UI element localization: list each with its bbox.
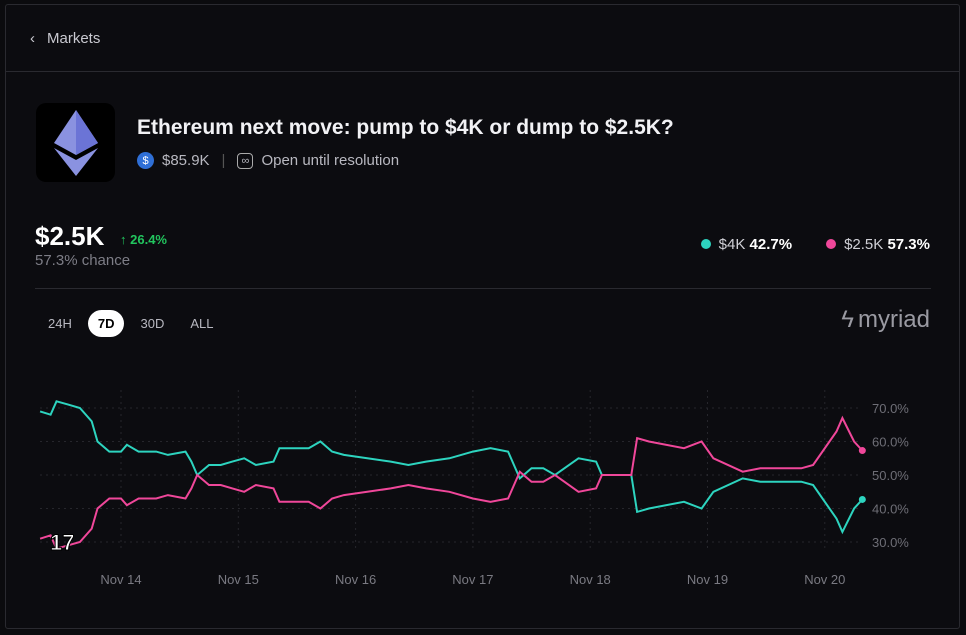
ethereum-logo xyxy=(36,103,115,182)
x-tick-label: Nov 17 xyxy=(452,572,493,587)
chevron-left-icon[interactable]: ‹ xyxy=(30,29,35,47)
x-tick-label: Nov 16 xyxy=(335,572,376,587)
infinity-icon: ∞ xyxy=(237,152,254,169)
x-tick-label: Nov 18 xyxy=(570,572,611,587)
legend-item-2-5k: $2.5K 57.3% xyxy=(826,236,930,253)
tradingview-logo-icon: 17 xyxy=(50,530,74,555)
x-tick-label: Nov 14 xyxy=(100,572,141,587)
series-end-point xyxy=(858,495,866,503)
price-change-value: 26.4% xyxy=(130,232,167,247)
dot-icon xyxy=(700,239,711,249)
series-line xyxy=(39,415,864,550)
y-tick-label: 30.0% xyxy=(872,535,909,550)
divider xyxy=(35,288,931,289)
brand-name: myriad xyxy=(857,306,930,333)
market-meta: $ $85.9K | ∞ Open until resolution xyxy=(137,152,399,169)
price-change: ↑ 26.4% xyxy=(120,232,167,247)
series-line xyxy=(39,400,864,535)
divider: | xyxy=(221,152,226,169)
tab-30d[interactable]: 30D xyxy=(140,316,165,331)
time-range-tabs: 24H 7D 30D ALL xyxy=(38,310,223,337)
myriad-logo-icon: ϟ xyxy=(841,306,854,333)
series-end-point xyxy=(858,447,866,455)
y-tick-label: 70.0% xyxy=(872,401,909,416)
x-tick-label: Nov 20 xyxy=(804,572,845,587)
tab-24h[interactable]: 24H xyxy=(48,316,72,331)
chart-legend: $4K 42.7% $2.5K 57.3% xyxy=(700,236,930,253)
chance-label: 57.3% chance xyxy=(35,252,131,269)
y-tick-label: 60.0% xyxy=(872,435,909,450)
tab-all[interactable]: ALL xyxy=(190,316,214,331)
market-status: Open until resolution xyxy=(261,152,400,169)
arrow-up-icon: ↑ xyxy=(120,232,131,247)
dot-icon xyxy=(826,239,837,249)
y-tick-label: 40.0% xyxy=(872,502,909,517)
back-to-markets-link[interactable]: Markets xyxy=(47,29,101,47)
myriad-brand: ϟ myriad xyxy=(841,306,930,334)
x-tick-label: Nov 19 xyxy=(687,572,728,587)
legend-value: 42.7% xyxy=(749,236,793,253)
legend-item-4k: $4K 42.7% xyxy=(700,236,793,253)
legend-label: $2.5K xyxy=(844,236,884,253)
top-bar: ‹ Markets xyxy=(6,5,959,72)
legend-label: $4K xyxy=(718,236,746,253)
y-tick-label: 50.0% xyxy=(872,468,909,483)
outcome-price: $2.5K xyxy=(35,221,105,251)
tab-7d[interactable]: 7D xyxy=(87,310,125,337)
probability-chart: 70.0% 60.0% 50.0% 40.0% 30.0% Nov 14 Nov 15 Nov… xyxy=(39,390,909,587)
legend-value: 57.3% xyxy=(887,236,930,253)
x-tick-label: Nov 15 xyxy=(218,572,259,587)
usdc-icon: $ xyxy=(137,152,154,169)
volume: $85.9K xyxy=(162,152,210,169)
market-title: Ethereum next move: pump to $4K or dump … xyxy=(137,116,674,139)
market-page: ‹ Markets xyxy=(5,4,960,629)
